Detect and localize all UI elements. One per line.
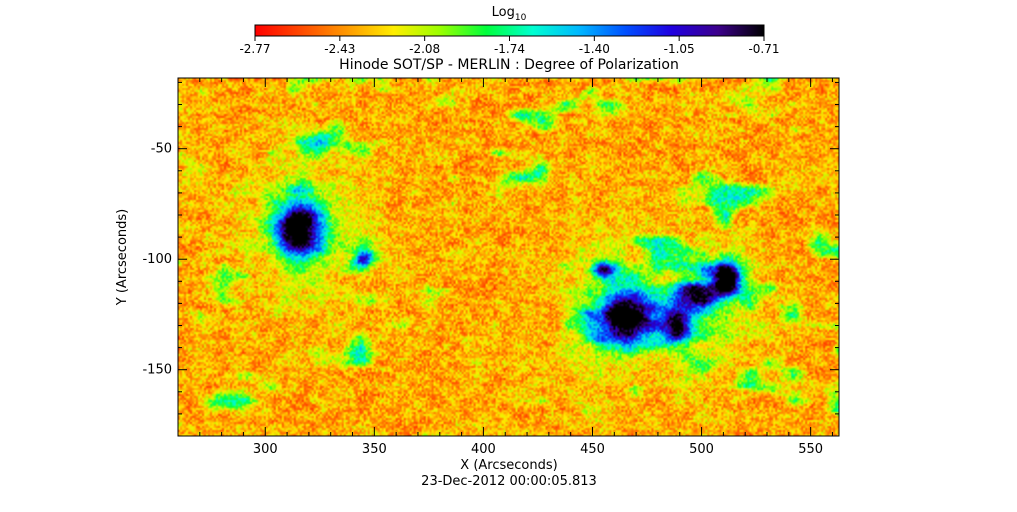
x-tick-label: 450 (580, 442, 605, 457)
colorbar-label-base: Log (492, 5, 515, 20)
y-tick-label: -100 (142, 252, 172, 267)
colorbar-tick-label: -1.05 (664, 42, 695, 56)
colorbar-tick-label: -2.43 (324, 42, 355, 56)
y-axis-ticks: -50 -100 -150 (142, 81, 839, 437)
x-tick-label: 550 (798, 442, 823, 457)
colorbar-tick-label: -1.40 (579, 42, 610, 56)
chart-title: Hinode SOT/SP - MERLIN : Degree of Polar… (339, 57, 679, 73)
polarization-map (178, 78, 839, 436)
x-axis-label: X (Arcseconds) (460, 458, 557, 473)
plot-area: 300 350 400 450 500 550 -50 -100 -150 (142, 77, 840, 457)
colorbar-tick-label: -1.74 (494, 42, 525, 56)
x-axis-ticks: 300 350 400 450 500 550 (177, 78, 833, 457)
colorbar-label: Log10 (492, 5, 527, 23)
plot-frame (177, 77, 840, 437)
colorbar-gradient (254, 24, 765, 37)
timestamp: 23-Dec-2012 00:00:05.813 (421, 474, 597, 489)
x-tick-label: 350 (362, 442, 387, 457)
colorbar-tick-label: -2.08 (409, 42, 440, 56)
colorbar-tick-label: -0.71 (748, 42, 779, 56)
x-tick-label: 400 (471, 442, 496, 457)
y-tick-label: -50 (151, 142, 172, 157)
colorbar: Log10 -2.77 -2.43 -2.08 -1.74 -1.40 -1.05 -0.7… (239, 5, 779, 56)
colorbar-label-sub: 10 (515, 13, 527, 23)
x-tick-label: 300 (253, 442, 278, 457)
colorbar-tick-label: -2.77 (239, 42, 270, 56)
x-tick-label: 500 (689, 442, 714, 457)
colorbar-ticks: -2.77 -2.43 -2.08 -1.74 -1.40 -1.05 -0.71 (239, 36, 780, 56)
y-tick-label: -150 (142, 363, 172, 378)
y-axis-label: Y (Arcseconds) (115, 209, 130, 306)
